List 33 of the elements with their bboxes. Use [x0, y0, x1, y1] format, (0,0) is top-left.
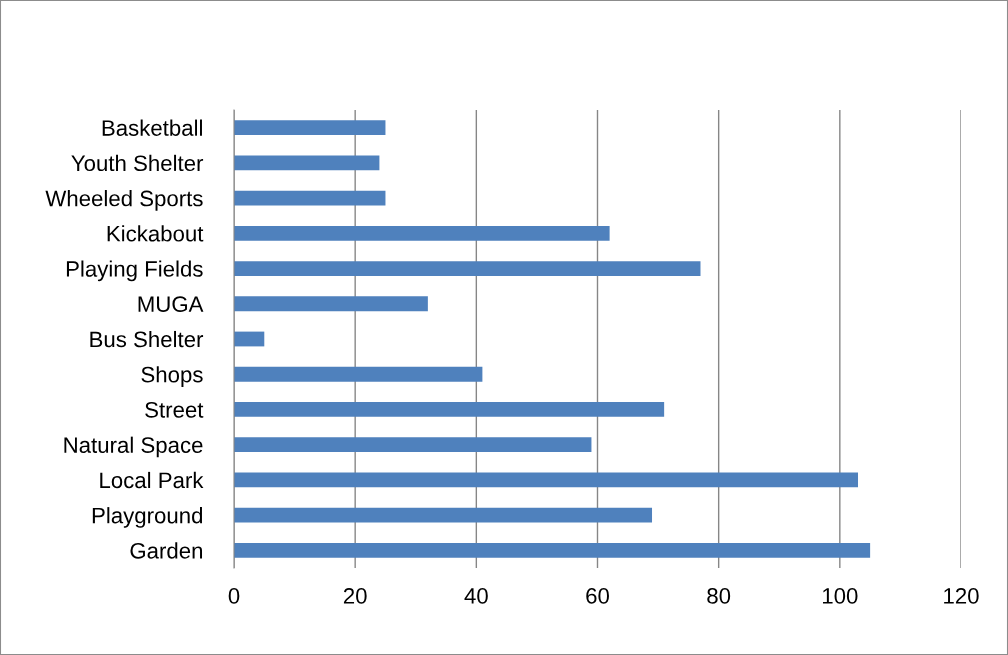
bar	[234, 542, 871, 558]
bar	[234, 366, 483, 382]
y-tick-label: Kickabout	[107, 225, 204, 242]
x-tick-label: 80	[707, 588, 731, 604]
y-tick-label: Playground	[92, 507, 203, 528]
bar	[234, 155, 380, 171]
y-tick-label: Shops	[141, 366, 203, 387]
x-tick-label: 20	[343, 588, 367, 604]
x-tick-label: 0	[228, 588, 240, 604]
y-tick-label: Local Park	[100, 471, 204, 489]
bar	[234, 296, 428, 312]
x-tick-label: 40	[464, 588, 488, 604]
y-tick-label: Youth Shelter	[71, 154, 204, 172]
y-tick-label: Basketball	[102, 119, 202, 136]
y-tick-label: MUGA	[138, 296, 204, 313]
x-tick-label: 100	[822, 588, 858, 604]
bar	[234, 402, 665, 417]
bar	[234, 331, 265, 347]
x-tick-label: 120	[944, 588, 979, 604]
y-tick-label: Garden	[130, 542, 203, 559]
x-tick-label: 60	[586, 588, 609, 604]
bar	[234, 190, 386, 206]
bar	[234, 261, 701, 276]
y-tick-label: Natural Space	[64, 436, 203, 458]
y-tick-label: Wheeled Sports	[45, 190, 203, 211]
bar	[234, 472, 859, 488]
y-tick-label: Street	[145, 402, 204, 418]
bar	[234, 225, 610, 241]
y-tick-label: Bus Shelter	[90, 330, 204, 348]
bar	[234, 507, 653, 523]
bar	[234, 120, 386, 136]
y-tick-label: Playing Fields	[66, 260, 203, 282]
bar	[234, 437, 592, 453]
